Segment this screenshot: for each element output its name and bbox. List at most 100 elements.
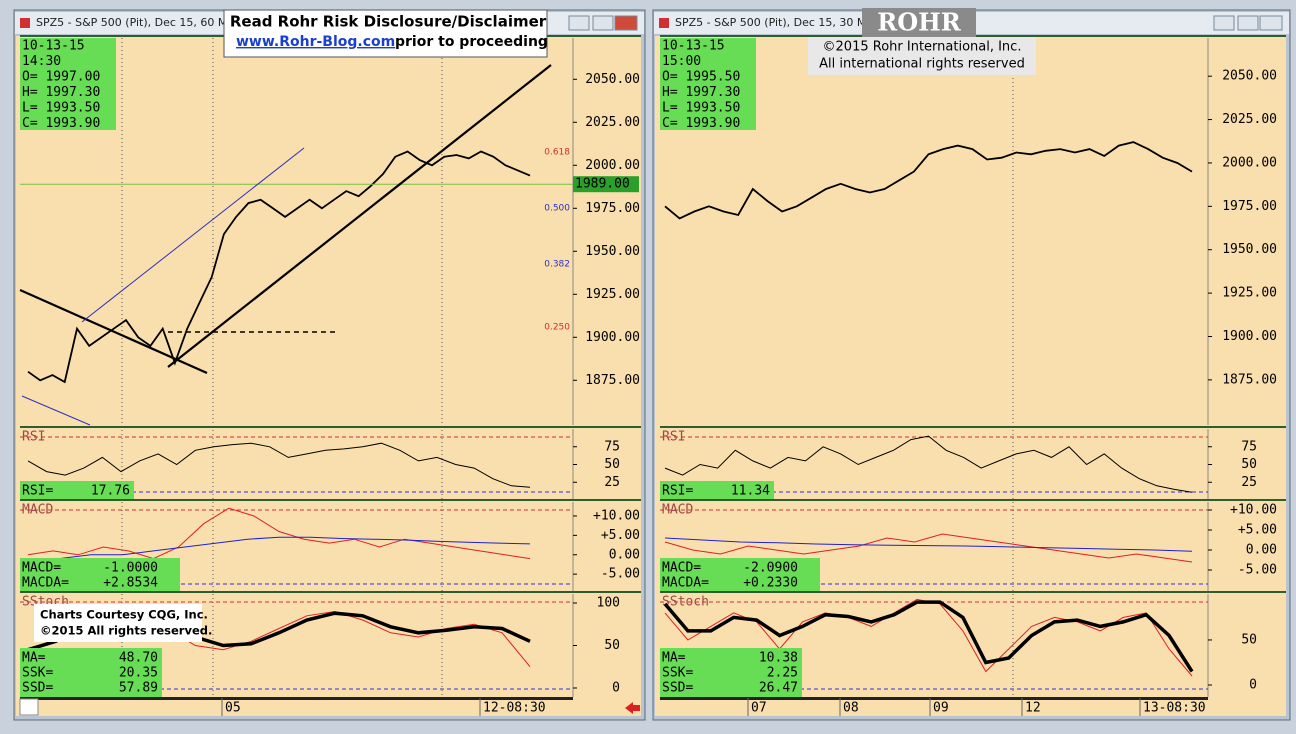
y-tick-label: 50 bbox=[604, 638, 620, 653]
y-tick-label: 1875.00 bbox=[1222, 372, 1277, 387]
y-tick-label: 2025.00 bbox=[1222, 112, 1277, 127]
y-tick-label: 25 bbox=[604, 475, 620, 490]
macd-line bbox=[664, 537, 1193, 552]
window-button[interactable] bbox=[1213, 15, 1235, 31]
panel-label: MACD bbox=[22, 503, 53, 518]
price-line bbox=[664, 141, 1193, 220]
copyright: All international rights reserved bbox=[819, 57, 1025, 72]
y-tick-label: 1900.00 bbox=[1222, 329, 1277, 344]
courtesy-box bbox=[34, 604, 202, 642]
y-tick-label: 1900.00 bbox=[585, 330, 640, 345]
trendline bbox=[81, 147, 305, 323]
y-tick-label: 50 bbox=[1241, 632, 1257, 647]
readout-label: SSD= bbox=[662, 681, 693, 696]
back-arrow[interactable] bbox=[625, 702, 640, 714]
x-tick-label: 09 bbox=[933, 701, 949, 716]
y-tick-label: 0.00 bbox=[609, 547, 640, 562]
readout-label: SSD= bbox=[22, 681, 53, 696]
y-tick-label: 50 bbox=[1241, 457, 1257, 472]
ohlc-readout: C= 1993.90 bbox=[662, 116, 740, 131]
y-tick-label: 75 bbox=[1241, 439, 1257, 454]
readout-box bbox=[660, 648, 802, 697]
y-tick-label: 1875.00 bbox=[585, 373, 640, 388]
macd-line bbox=[664, 533, 1193, 563]
window-button[interactable] bbox=[592, 15, 614, 31]
x-tick-label: 08 bbox=[843, 701, 859, 716]
window-title: SPZ5 - S&P 500 (Pit), Dec 15, 60 Min bbox=[36, 16, 237, 29]
y-tick-label: 1975.00 bbox=[1222, 199, 1277, 214]
readout-value: -1.0000 bbox=[103, 561, 158, 576]
readout-label: MA= bbox=[662, 651, 686, 666]
window-button[interactable] bbox=[568, 15, 590, 31]
readout-label: SSK= bbox=[22, 666, 53, 681]
window-button[interactable] bbox=[1237, 15, 1259, 31]
y-tick-label: 100 bbox=[597, 596, 620, 611]
rsi-line bbox=[664, 435, 1193, 493]
ohlc-readout: 10-13-15 bbox=[22, 39, 85, 54]
ohlc-readout-box bbox=[660, 38, 756, 130]
courtesy: ©2015 All rights reserved. bbox=[40, 624, 212, 638]
y-tick-label: +5.00 bbox=[1238, 523, 1277, 538]
readout-label: MACDA= bbox=[22, 576, 69, 591]
y-tick-label: +10.00 bbox=[1230, 503, 1277, 518]
readout-value: 10.38 bbox=[759, 651, 798, 666]
y-tick-label: 1925.00 bbox=[1222, 286, 1277, 301]
window-icon bbox=[20, 18, 30, 28]
macd-line bbox=[27, 507, 531, 560]
close-button[interactable] bbox=[1259, 15, 1283, 31]
chart-area bbox=[655, 36, 1286, 716]
chart-area bbox=[16, 36, 641, 716]
fib-label: 0.250 bbox=[544, 323, 570, 333]
readout-value: 17.76 bbox=[91, 484, 130, 499]
y-tick-label: 75 bbox=[604, 439, 620, 454]
courtesy: Charts Courtesy CQG, Inc. bbox=[40, 608, 208, 622]
readout-value: 57.89 bbox=[119, 681, 158, 696]
readout-box bbox=[20, 481, 134, 500]
fib-label: 0.500 bbox=[544, 204, 570, 214]
close-button[interactable] bbox=[614, 15, 638, 31]
y-tick-label: 1950.00 bbox=[585, 244, 640, 259]
readout-value: 20.35 bbox=[119, 666, 158, 681]
y-tick-label: 2000.00 bbox=[585, 158, 640, 173]
readout-label: RSI= bbox=[662, 484, 693, 499]
ohlc-readout: L= 1993.50 bbox=[22, 101, 100, 116]
readout-label: MACDA= bbox=[662, 576, 709, 591]
y-tick-label: 25 bbox=[1241, 475, 1257, 490]
panel-label: RSI bbox=[662, 430, 685, 445]
disclaimer-title: Read Rohr Risk Disclosure/Disclaimer bbox=[230, 13, 547, 31]
readout-box bbox=[20, 558, 180, 592]
disclaimer-box bbox=[223, 9, 548, 58]
x-axis-strip bbox=[20, 697, 573, 700]
y-tick-label: 0 bbox=[612, 680, 620, 695]
y-tick-label: 1950.00 bbox=[1222, 242, 1277, 257]
readout-box bbox=[20, 648, 162, 697]
logo-box bbox=[862, 8, 976, 38]
ohlc-readout: C= 1993.90 bbox=[22, 116, 100, 131]
disclaimer-link[interactable]: www.Rohr-Blog.com bbox=[236, 34, 395, 50]
readout-value: 2.25 bbox=[767, 666, 798, 681]
ohlc-readout-box bbox=[20, 38, 116, 130]
y-tick-label: 1925.00 bbox=[585, 287, 640, 302]
ohlc-readout: H= 1997.30 bbox=[22, 85, 100, 100]
ohlc-readout: H= 1997.30 bbox=[662, 85, 740, 100]
panel-label: RSI bbox=[22, 430, 45, 445]
readout-box bbox=[660, 481, 774, 500]
readout-box bbox=[660, 558, 820, 592]
trendline bbox=[19, 288, 208, 375]
trendline bbox=[21, 395, 91, 426]
x-tick-label: 13-08:30 bbox=[1143, 701, 1206, 716]
readout-value: -2.0900 bbox=[743, 561, 798, 576]
price-marker-box bbox=[573, 176, 639, 193]
x-tick-label: 05 bbox=[225, 701, 241, 716]
y-tick-label: 0.00 bbox=[1246, 543, 1277, 558]
ohlc-readout: 15:00 bbox=[662, 54, 701, 69]
panel-label: MACD bbox=[662, 503, 693, 518]
window-icon bbox=[659, 18, 669, 28]
readout-label: MACD= bbox=[662, 561, 701, 576]
price-marker-label: 1989.00 bbox=[575, 177, 630, 192]
trendline bbox=[167, 64, 552, 368]
ohlc-readout: O= 1995.50 bbox=[662, 70, 740, 85]
readout-label: SSK= bbox=[662, 666, 693, 681]
y-tick-label: 0 bbox=[1249, 678, 1257, 693]
